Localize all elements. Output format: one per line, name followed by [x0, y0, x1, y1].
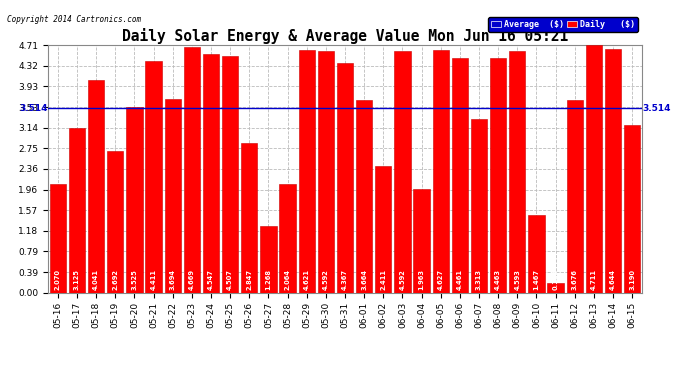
Bar [69, 129, 85, 292]
Bar [394, 51, 411, 292]
Bar [452, 58, 468, 292]
Text: 2.692: 2.692 [112, 269, 118, 290]
Bar [241, 143, 257, 292]
Text: 2.064: 2.064 [284, 269, 290, 290]
Text: 4.621: 4.621 [304, 269, 310, 290]
Text: 4.627: 4.627 [437, 269, 444, 290]
Text: 4.593: 4.593 [514, 270, 520, 290]
Text: 3.514: 3.514 [642, 104, 671, 112]
Text: 4.507: 4.507 [227, 270, 233, 290]
Text: 1.268: 1.268 [266, 269, 271, 290]
Text: Copyright 2014 Cartronics.com: Copyright 2014 Cartronics.com [7, 15, 141, 24]
Text: 2.847: 2.847 [246, 269, 253, 290]
Text: 4.547: 4.547 [208, 270, 214, 290]
Text: 3.694: 3.694 [170, 269, 176, 290]
Text: 4.592: 4.592 [400, 270, 406, 290]
Text: 4.669: 4.669 [189, 269, 195, 290]
Bar [279, 184, 296, 292]
Bar [413, 189, 430, 292]
Bar [566, 99, 583, 292]
Bar [624, 125, 640, 292]
Text: 2.070: 2.070 [55, 269, 61, 290]
Bar [88, 80, 104, 292]
Bar [107, 151, 124, 292]
Text: 3.190: 3.190 [629, 269, 635, 290]
Bar [165, 99, 181, 292]
Bar [317, 51, 334, 292]
Bar [203, 54, 219, 292]
Text: 4.644: 4.644 [610, 269, 616, 290]
Bar [126, 108, 143, 292]
Bar [184, 47, 200, 292]
Text: 1.467: 1.467 [533, 269, 540, 290]
Bar [356, 100, 373, 292]
Text: 1.963: 1.963 [419, 269, 424, 290]
Text: 3.664: 3.664 [361, 269, 367, 290]
Title: Daily Solar Energy & Average Value Mon Jun 16 05:21: Daily Solar Energy & Average Value Mon J… [122, 28, 568, 44]
Text: 3.125: 3.125 [74, 270, 80, 290]
Text: 4.711: 4.711 [591, 269, 597, 290]
Bar [547, 283, 564, 292]
Bar [605, 49, 621, 292]
Bar [222, 56, 238, 292]
Text: 3.313: 3.313 [476, 269, 482, 290]
Bar [299, 50, 315, 292]
Text: 4.461: 4.461 [457, 269, 463, 290]
Text: 4.411: 4.411 [150, 269, 157, 290]
Bar [490, 58, 506, 292]
Bar [433, 50, 449, 292]
Text: 3.525: 3.525 [131, 270, 137, 290]
Bar [509, 51, 525, 292]
Text: 3.514: 3.514 [19, 104, 48, 112]
Text: 2.411: 2.411 [380, 269, 386, 290]
Bar [471, 118, 487, 292]
Text: 4.592: 4.592 [323, 270, 329, 290]
Bar [146, 61, 161, 292]
Bar [260, 226, 277, 292]
Bar [586, 45, 602, 292]
Text: 4.041: 4.041 [93, 269, 99, 290]
Text: 4.367: 4.367 [342, 269, 348, 290]
Text: 4.463: 4.463 [495, 269, 501, 290]
Bar [529, 216, 544, 292]
Bar [337, 63, 353, 292]
Legend: Average  ($), Daily   ($): Average ($), Daily ($) [489, 17, 638, 32]
Text: 0.183: 0.183 [553, 269, 559, 290]
Bar [50, 184, 66, 292]
Bar [375, 166, 391, 292]
Text: 3.676: 3.676 [572, 269, 578, 290]
